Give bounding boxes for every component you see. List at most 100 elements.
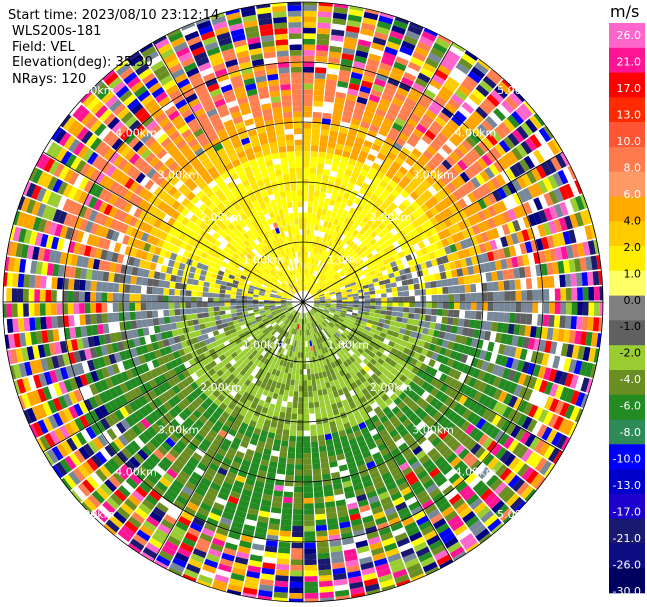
- radar-bin: [426, 483, 438, 494]
- radar-bin: [512, 411, 523, 425]
- radar-bin: [363, 110, 375, 119]
- radar-bin: [276, 468, 286, 475]
- radar-bin: [324, 215, 331, 222]
- radar-bin: [228, 348, 235, 355]
- radar-bin: [23, 303, 29, 317]
- radar-bin: [337, 80, 349, 89]
- radar-bin: [357, 347, 364, 355]
- radar-bin: [67, 290, 74, 302]
- radar-bin: [380, 288, 387, 294]
- radar-bin: [299, 329, 302, 336]
- radar-bin: [512, 442, 524, 456]
- radar-bin: [382, 376, 391, 385]
- radar-bin: [493, 302, 500, 312]
- radar-bin: [414, 295, 421, 302]
- radar-bin: [517, 413, 528, 427]
- radar-bin: [327, 267, 333, 273]
- radar-bin: [473, 379, 483, 391]
- radar-bin: [355, 50, 369, 59]
- radar-bin: [348, 194, 356, 202]
- radar-bin: [543, 289, 550, 301]
- radar-bin: [290, 379, 295, 386]
- radar-bin: [342, 243, 349, 250]
- radar-bin: [541, 426, 553, 441]
- radar-bin: [377, 67, 391, 77]
- radar-bin: [450, 519, 465, 532]
- radar-bin: [152, 287, 159, 295]
- radar-bin: [349, 419, 358, 428]
- radar-bin: [474, 463, 487, 476]
- radar-bin: [189, 496, 202, 507]
- radar-bin: [80, 429, 92, 443]
- radar-bin: [434, 213, 444, 223]
- radar-bin: [332, 188, 339, 196]
- radar-bin: [369, 270, 376, 276]
- radar-bin: [465, 302, 471, 310]
- radar-bin: [491, 460, 504, 474]
- radar-bin: [280, 336, 286, 342]
- radar-bin: [389, 146, 400, 156]
- radar-bin: [283, 372, 288, 379]
- radar-bin: [328, 51, 342, 59]
- radar-bin: [108, 475, 121, 489]
- radar-bin: [374, 289, 381, 294]
- radar-bin: [523, 101, 536, 114]
- radar-bin: [344, 204, 351, 212]
- radar-bin: [386, 132, 398, 142]
- radar-bin: [404, 471, 416, 481]
- radar-bin: [463, 275, 470, 285]
- radar-bin: [335, 195, 343, 203]
- radar-bin: [212, 438, 222, 448]
- radar-bin: [453, 212, 463, 223]
- radar-bin: [329, 216, 335, 224]
- radar-bin: [249, 438, 258, 446]
- radar-bin: [281, 316, 287, 321]
- radar-bin: [578, 226, 588, 242]
- radar-bin: [478, 381, 488, 393]
- radar-bin: [392, 568, 408, 579]
- radar-bin: [437, 294, 443, 302]
- radar-bin: [124, 498, 138, 511]
- radar-bin: [441, 255, 449, 264]
- radar-bin: [445, 139, 457, 151]
- radar-bin: [585, 209, 593, 224]
- radar-bin: [436, 338, 444, 347]
- radar-bin: [414, 307, 421, 314]
- radar-bin: [261, 316, 268, 321]
- radar-bin: [95, 451, 108, 465]
- radar-bin: [161, 545, 176, 557]
- radar-bin: [297, 413, 303, 420]
- radar-bin: [343, 145, 353, 153]
- radar-bin: [377, 214, 386, 223]
- radar-bin: [189, 522, 203, 533]
- radar-bin: [462, 451, 474, 464]
- radar-bin: [233, 562, 248, 571]
- radar-bin: [507, 323, 515, 335]
- radar-bin: [224, 419, 233, 429]
- radar-bin: [59, 425, 71, 440]
- radar-bin: [352, 293, 359, 297]
- radar-bin: [430, 156, 441, 167]
- radar-bin: [311, 351, 315, 358]
- radar-bin: [269, 328, 276, 334]
- radar-bin: [352, 236, 359, 244]
- radar-bin: [320, 462, 330, 469]
- radar-bin: [418, 494, 432, 506]
- radar-bin: [450, 440, 462, 452]
- radar-bin: [112, 312, 120, 322]
- radar-bin: [579, 361, 588, 376]
- radar-bin: [332, 159, 340, 167]
- radar-bin: [419, 67, 434, 79]
- radar-bin: [303, 167, 310, 174]
- radar-bin: [560, 343, 569, 357]
- radar-bin: [396, 281, 403, 287]
- radar-bin: [542, 143, 555, 158]
- radar-bin: [296, 425, 303, 431]
- radar-bin: [454, 241, 463, 251]
- radar-bin: [325, 272, 331, 279]
- radar-bin: [364, 348, 371, 355]
- radar-bin: [112, 454, 125, 467]
- radar-bin: [303, 374, 308, 381]
- radar-bin: [295, 323, 299, 330]
- radar-bin: [331, 556, 345, 564]
